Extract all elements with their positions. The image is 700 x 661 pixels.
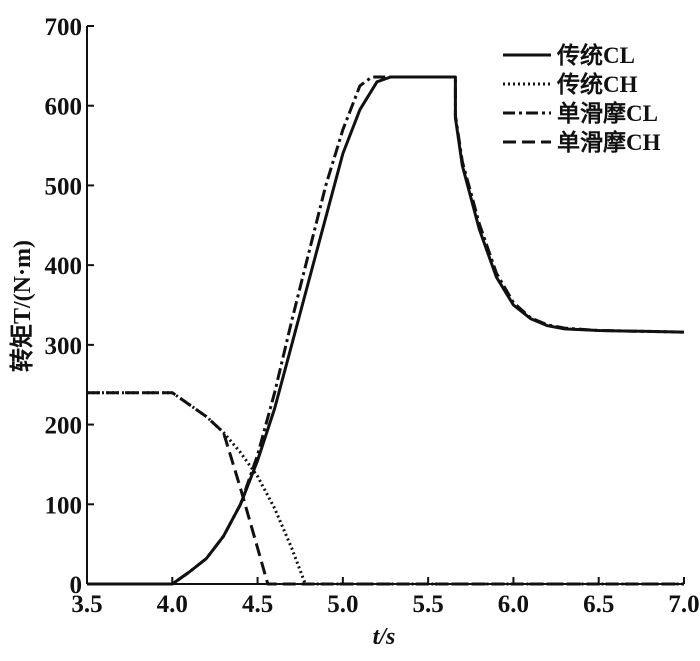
legend-label-4: 单滑摩CH (557, 129, 661, 155)
y-axis-title: 转矩T/(N·m) (8, 240, 36, 372)
y-tick-label: 400 (45, 253, 83, 280)
x-tick-label: 5.0 (327, 591, 358, 618)
x-tick-label: 7.0 (668, 591, 699, 618)
x-axis-title: t/s (373, 624, 396, 650)
x-tick-label: 6.5 (583, 591, 614, 618)
x-tick-label: 4.0 (157, 591, 188, 618)
y-tick-label: 700 (45, 14, 83, 41)
series-line-3 (87, 75, 685, 586)
x-tick-label: 6.0 (498, 591, 529, 618)
series-line-4 (87, 391, 684, 586)
legend-label-1: 传统CL (556, 42, 635, 68)
x-tick-label: 4.5 (242, 591, 273, 618)
y-tick-label: 500 (45, 173, 83, 200)
y-tick-label: 0 (70, 572, 83, 599)
y-tick-label: 100 (45, 492, 83, 519)
x-tick-label: 5.5 (413, 591, 444, 618)
legend: 传统CL 传统CH 单滑摩CL 单滑摩CH (503, 42, 661, 155)
plot-area (86, 26, 685, 586)
y-tick-label: 600 (45, 94, 83, 121)
legend-label-3: 单滑摩CL (557, 100, 658, 126)
x-tick-label: 3.5 (71, 591, 102, 618)
legend-label-2: 传统CH (556, 71, 638, 97)
series-line-2 (87, 391, 684, 586)
y-tick-label: 200 (45, 413, 83, 440)
x-axis: 3.5 4.0 4.5 5.0 5.5 6.0 6.5 7.0 (71, 577, 700, 618)
y-tick-label: 300 (45, 333, 83, 360)
y-axis: 0 100 200 300 400 500 600 700 (45, 14, 94, 599)
